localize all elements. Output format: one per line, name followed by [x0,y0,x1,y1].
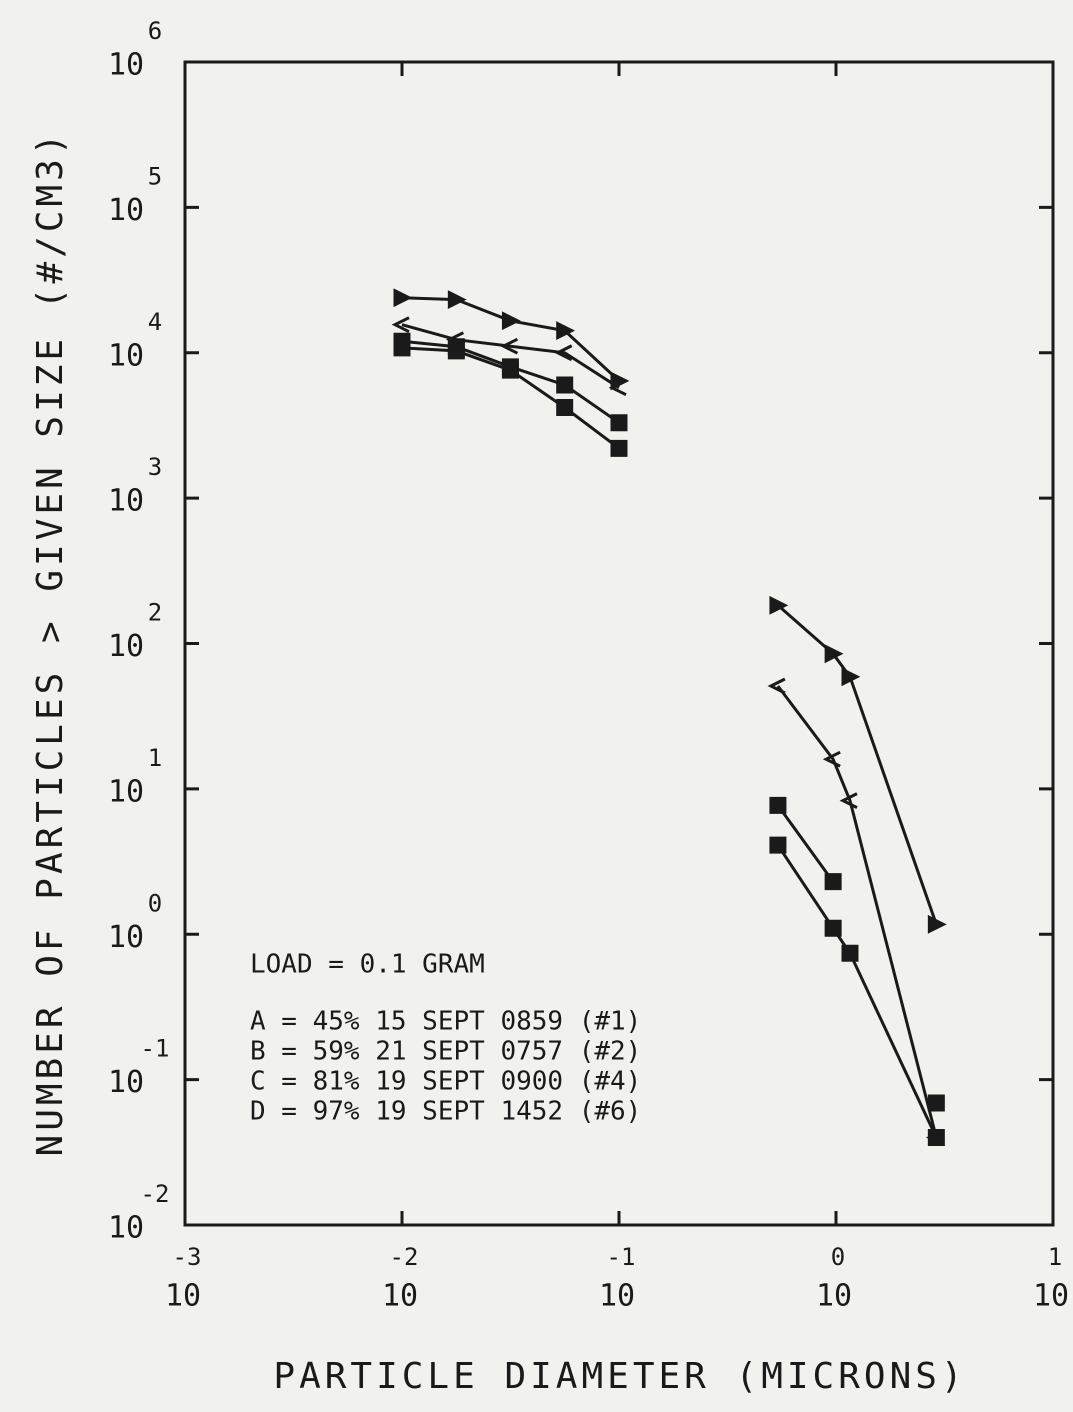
x-tick-label: 10 [165,1279,201,1314]
x-tick-exponent: -3 [173,1243,202,1271]
y-tick-exponent: 6 [148,17,162,45]
y-tick-label: 10 [108,484,144,519]
y-tick-exponent: -1 [141,1035,170,1063]
data-point [445,331,465,349]
y-tick-exponent: 3 [148,453,162,481]
x-tick-label: 10 [382,1279,418,1314]
data-point [767,677,786,695]
data-point [927,1094,945,1112]
data-point [501,358,519,376]
y-tick-exponent: 0 [148,889,162,917]
y-tick-exponent: 4 [148,308,162,336]
data-point [393,332,411,350]
y-tick-exponent: -2 [141,1180,170,1208]
x-tick-label: 10 [816,1279,852,1314]
y-tick-label: 10 [108,1065,144,1100]
legend-entry: A = 45% 15 SEPT 0859 (#1) [250,1007,641,1037]
data-point [841,944,859,962]
series-line [401,323,620,389]
data-point [391,316,410,334]
legend-entry: D = 97% 19 SEPT 1452 (#6) [250,1097,641,1127]
series-line [776,844,938,1139]
x-tick-label: 10 [1033,1279,1069,1314]
y-tick-label: 10 [108,920,144,955]
data-point [769,595,789,615]
series-line [776,685,938,1138]
data-point [927,914,947,934]
y-tick-label: 10 [108,48,144,83]
series-line [776,604,938,925]
x-axis-label: PARTICLE DIAMETER (MICRONS) [273,1356,966,1397]
x-tick-exponent: -2 [390,1243,419,1271]
data-point [501,311,521,331]
data-point [610,439,628,457]
data-point [822,750,841,768]
y-axis-label: NUMBER OF PARTICLES > GIVEN SIZE (#/CM3) [30,130,71,1157]
annotation: LOAD = 0.1 GRAM [250,950,485,980]
x-tick-exponent: -1 [607,1243,636,1271]
data-point [824,644,844,664]
data-point [610,414,628,432]
legend-entry: B = 59% 21 SEPT 0757 (#2) [250,1037,641,1067]
legend-entry: C = 81% 19 SEPT 0900 (#4) [250,1067,641,1097]
data-point [824,873,842,891]
data-point [841,667,861,687]
x-tick-exponent: 1 [1048,1243,1062,1271]
y-tick-label: 10 [108,338,144,373]
y-tick-label: 10 [108,1211,144,1246]
y-tick-exponent: 2 [148,599,162,627]
data-point [447,290,467,310]
data-point [556,399,574,417]
data-point [554,344,573,362]
data-point [839,792,858,809]
data-point [769,796,787,814]
y-tick-label: 10 [108,774,144,809]
series-line [776,804,835,883]
data-point [500,337,519,355]
y-tick-label: 10 [108,193,144,228]
y-tick-exponent: 1 [148,744,162,772]
data-point [556,321,576,341]
y-tick-exponent: 5 [148,162,162,190]
data-point [610,371,630,391]
data-point [925,1129,945,1146]
data-point [393,288,413,308]
data-point [769,836,787,854]
data-point [824,919,842,937]
y-tick-label: 10 [108,629,144,664]
x-tick-label: 10 [599,1279,635,1314]
data-point [556,376,574,394]
x-tick-exponent: 0 [831,1243,845,1271]
